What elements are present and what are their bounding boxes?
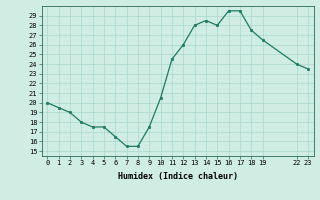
X-axis label: Humidex (Indice chaleur): Humidex (Indice chaleur): [118, 172, 237, 181]
